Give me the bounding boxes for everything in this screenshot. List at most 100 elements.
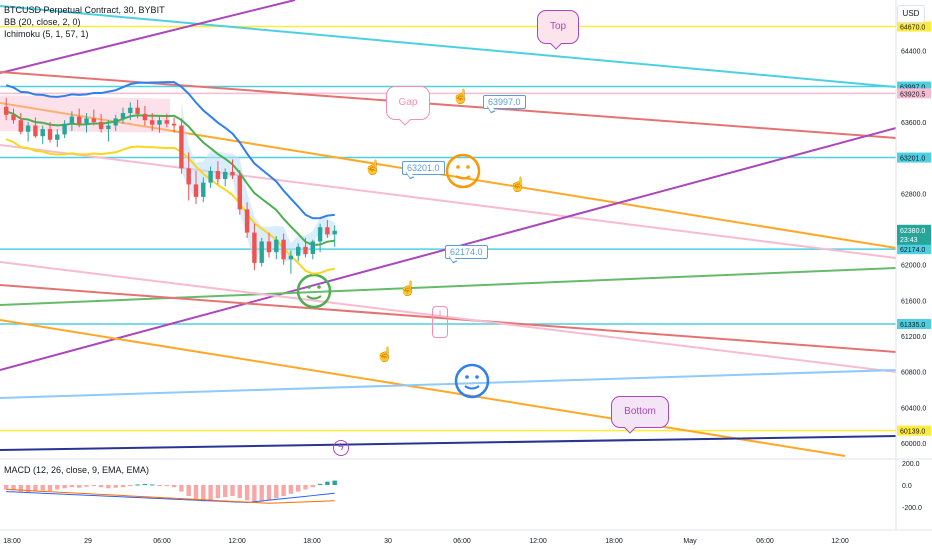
candle-body[interactable] xyxy=(252,232,257,263)
candle-body[interactable] xyxy=(150,120,155,125)
info-marker-icon[interactable]: ı xyxy=(432,306,448,338)
level-price-tag[interactable] xyxy=(897,318,931,329)
candle-body[interactable] xyxy=(171,123,177,126)
bottom-annotation[interactable]: Bottom xyxy=(611,396,669,428)
candle-body[interactable] xyxy=(55,134,60,140)
candle-body[interactable] xyxy=(98,121,104,130)
last-price-tag[interactable] xyxy=(897,224,931,245)
time-tick-label: 06:00 xyxy=(756,538,774,545)
candle-body[interactable] xyxy=(208,171,213,183)
hand-pointer-icon[interactable]: ☝ xyxy=(376,346,394,362)
candle-body[interactable] xyxy=(135,107,140,114)
top-annotation[interactable]: Top xyxy=(537,10,579,44)
macd-histogram-bar xyxy=(230,485,235,496)
level-price-text: 61335.0 xyxy=(900,322,925,329)
candle-body[interactable] xyxy=(33,125,38,137)
candle-body[interactable] xyxy=(281,239,286,260)
price-tick-label: 61600.0 xyxy=(901,298,926,305)
candle-body[interactable] xyxy=(11,114,16,121)
price-label-62174[interactable]: 62174.0 xyxy=(445,245,488,259)
gap-annotation[interactable]: Gap xyxy=(386,86,430,120)
candle-body[interactable] xyxy=(164,120,169,124)
candle-body[interactable] xyxy=(259,241,264,263)
trend-line[interactable] xyxy=(0,319,846,457)
flash-icon[interactable]: ϟ xyxy=(333,440,349,456)
candle-body[interactable] xyxy=(128,107,133,114)
price-tick-label: 64400.0 xyxy=(901,49,926,56)
price-tick-label: 63600.0 xyxy=(901,120,926,127)
candle-body[interactable] xyxy=(274,239,279,253)
level-price-tag[interactable] xyxy=(897,244,931,255)
candle-body[interactable] xyxy=(186,168,191,185)
smiley-emoji-drawing[interactable] xyxy=(445,153,481,189)
hand-pointer-icon[interactable]: ☝ xyxy=(364,159,382,175)
macd-histogram-bar xyxy=(244,485,250,501)
candle-body[interactable] xyxy=(91,118,96,122)
candle-body[interactable] xyxy=(244,209,250,233)
chart-legend: BTCUSD Perpetual Contract, 30, BYBIT BB … xyxy=(4,4,165,40)
candle-body[interactable] xyxy=(69,116,75,124)
price-tick-label: 60800.0 xyxy=(901,370,926,377)
candle-body[interactable] xyxy=(288,255,294,260)
trend-line[interactable] xyxy=(0,261,897,373)
trend-line[interactable] xyxy=(0,267,897,306)
level-price-tag[interactable] xyxy=(897,88,931,99)
candle-body[interactable] xyxy=(47,129,53,140)
candle-body[interactable] xyxy=(325,227,330,235)
currency-button[interactable]: USD xyxy=(897,5,925,23)
candle-body[interactable] xyxy=(4,106,9,115)
candle-body[interactable] xyxy=(266,241,272,253)
candle-body[interactable] xyxy=(113,118,118,126)
candle-body[interactable] xyxy=(120,113,126,119)
candle-body[interactable] xyxy=(25,125,31,132)
candle-body[interactable] xyxy=(332,230,337,235)
candle-body[interactable] xyxy=(62,123,67,135)
trend-line[interactable] xyxy=(0,284,897,353)
ichimoku-cloud xyxy=(181,102,335,267)
level-price-text: 60139.0 xyxy=(900,429,925,436)
macd-histogram-bar xyxy=(310,485,315,488)
trend-line[interactable] xyxy=(0,369,897,399)
candle-body[interactable] xyxy=(223,171,228,180)
price-label-63201[interactable]: 63201.0 xyxy=(402,161,445,175)
ichimoku-indicator-label[interactable]: Ichimoku (5, 1, 57, 1) xyxy=(4,29,89,39)
candle-body[interactable] xyxy=(142,113,148,121)
candle-body[interactable] xyxy=(201,182,206,197)
candle-body[interactable] xyxy=(296,246,301,256)
level-price-tag[interactable] xyxy=(897,152,931,163)
time-tick-label: 06:00 xyxy=(453,538,471,545)
macd-axis-tick: -200.0 xyxy=(902,505,922,512)
candle-body[interactable] xyxy=(230,171,235,176)
candle-body[interactable] xyxy=(237,175,242,210)
macd-indicator-label[interactable]: MACD (12, 26, close, 9, EMA, EMA) xyxy=(4,465,150,475)
candle-body[interactable] xyxy=(84,118,89,124)
candle-body[interactable] xyxy=(77,116,82,124)
hand-pointer-icon[interactable]: ☝ xyxy=(509,176,527,192)
macd-histogram-bar xyxy=(40,485,45,491)
candle-body[interactable] xyxy=(303,246,308,254)
macd-histogram-bar xyxy=(69,485,75,488)
candle-body[interactable] xyxy=(215,171,221,180)
candle-body[interactable] xyxy=(18,120,23,132)
trend-line[interactable] xyxy=(0,435,897,451)
trend-line[interactable] xyxy=(0,0,296,74)
candle-body[interactable] xyxy=(157,120,162,125)
candle-body[interactable] xyxy=(106,125,111,130)
candle-body[interactable] xyxy=(40,129,45,137)
trend-line[interactable] xyxy=(0,5,897,88)
macd-histogram-bar xyxy=(55,485,60,490)
smiley-emoji-drawing[interactable] xyxy=(296,273,332,309)
candle-body[interactable] xyxy=(179,125,184,169)
level-price-tag[interactable] xyxy=(897,21,931,32)
hand-pointer-icon[interactable]: ☝ xyxy=(452,88,470,104)
candle-body[interactable] xyxy=(310,241,315,254)
smiley-emoji-drawing[interactable] xyxy=(454,363,490,399)
level-price-tag[interactable] xyxy=(897,81,931,92)
hand-pointer-icon[interactable]: ☝ xyxy=(399,280,417,296)
candle-body[interactable] xyxy=(193,184,199,197)
bb-indicator-label[interactable]: BB (20, close, 2, 0) xyxy=(4,17,81,27)
price-label-63997[interactable]: 63997.0 xyxy=(483,95,526,109)
level-price-tag[interactable] xyxy=(897,425,931,436)
trend-line[interactable] xyxy=(0,144,897,259)
candle-body[interactable] xyxy=(317,227,323,242)
